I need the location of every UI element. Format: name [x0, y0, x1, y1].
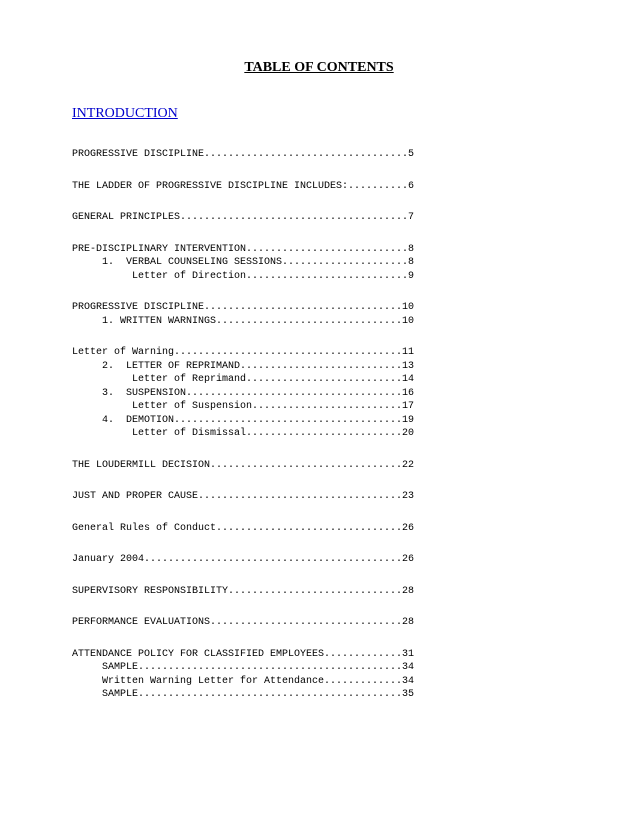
- toc-entry: THE LADDER OF PROGRESSIVE DISCIPLINE INC…: [72, 180, 566, 194]
- toc-entry: 2. LETTER OF REPRIMAND..................…: [72, 360, 566, 374]
- toc-entry: Written Warning Letter for Attendance...…: [72, 675, 566, 689]
- toc-gap: [72, 567, 566, 585]
- toc-gap: [72, 162, 566, 180]
- toc-entry: 3. SUSPENSION...........................…: [72, 387, 566, 401]
- toc-gap: [72, 225, 566, 243]
- toc-entry: PROGRESSIVE DISCIPLINE..................…: [72, 301, 566, 315]
- toc-entry: Letter of Dismissal.....................…: [72, 427, 566, 441]
- introduction-link[interactable]: INTRODUCTION: [72, 106, 566, 122]
- toc-entry: PRE-DISCIPLINARY INTERVENTION...........…: [72, 243, 566, 257]
- toc-gap: [72, 535, 566, 553]
- toc-gap: [72, 472, 566, 490]
- document-page: TABLE OF CONTENTS INTRODUCTION PROGRESSI…: [0, 0, 638, 742]
- toc-entry: 4. DEMOTION.............................…: [72, 414, 566, 428]
- toc-entry: GENERAL PRINCIPLES......................…: [72, 211, 566, 225]
- toc-gap: [72, 598, 566, 616]
- toc-entry: Letter of Reprimand.....................…: [72, 373, 566, 387]
- toc-gap: [72, 441, 566, 459]
- toc-gap: [72, 283, 566, 301]
- toc-gap: [72, 504, 566, 522]
- toc-entry: PROGRESSIVE DISCIPLINE..................…: [72, 148, 566, 162]
- toc-entry: JUST AND PROPER CAUSE...................…: [72, 490, 566, 504]
- toc-entry: ATTENDANCE POLICY FOR CLASSIFIED EMPLOYE…: [72, 648, 566, 662]
- table-of-contents: PROGRESSIVE DISCIPLINE..................…: [72, 148, 566, 702]
- toc-entry: January 2004............................…: [72, 553, 566, 567]
- toc-entry: THE LOUDERMILL DECISION.................…: [72, 459, 566, 473]
- toc-entry: Letter of Direction.....................…: [72, 270, 566, 284]
- toc-entry: SAMPLE..................................…: [72, 688, 566, 702]
- toc-entry: Letter of Warning.......................…: [72, 346, 566, 360]
- toc-entry: General Rules of Conduct................…: [72, 522, 566, 536]
- toc-entry: PERFORMANCE EVALUATIONS.................…: [72, 616, 566, 630]
- toc-gap: [72, 328, 566, 346]
- toc-entry: 1. VERBAL COUNSELING SESSIONS...........…: [72, 256, 566, 270]
- toc-gap: [72, 193, 566, 211]
- toc-gap: [72, 630, 566, 648]
- toc-entry: Letter of Suspension....................…: [72, 400, 566, 414]
- toc-entry: 1. WRITTEN WARNINGS.....................…: [72, 315, 566, 329]
- toc-entry: SAMPLE..................................…: [72, 661, 566, 675]
- toc-entry: SUPERVISORY RESPONSIBILITY..............…: [72, 585, 566, 599]
- page-title: TABLE OF CONTENTS: [72, 60, 566, 76]
